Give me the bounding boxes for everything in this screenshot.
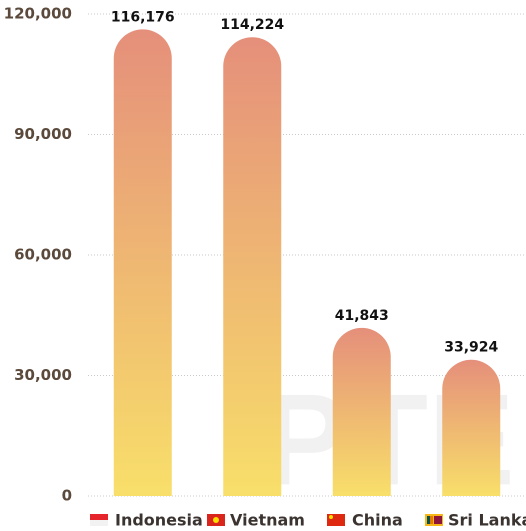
- flag-china: [327, 514, 345, 526]
- x-tick-label: Vietnam: [230, 511, 305, 530]
- y-tick-label: 0: [62, 487, 72, 505]
- x-tick-label: Indonesia: [115, 511, 203, 530]
- value-label: 33,924: [444, 340, 498, 356]
- bar: [223, 37, 282, 497]
- y-tick-label: 90,000: [14, 125, 72, 143]
- flag-indonesia: [90, 514, 108, 526]
- bar: [113, 29, 172, 496]
- flag-vietnam: [207, 514, 225, 526]
- y-tick-label: 60,000: [14, 246, 72, 264]
- value-label: 114,224: [220, 17, 284, 33]
- y-tick-label: 120,000: [4, 5, 72, 23]
- bar: [442, 359, 501, 496]
- x-tick-label: Sri Lanka: [448, 511, 526, 530]
- y-tick-label: 30,000: [14, 366, 72, 384]
- value-label: 116,176: [111, 9, 175, 25]
- bar: [332, 327, 391, 496]
- x-tick-label: China: [352, 511, 403, 530]
- value-label: 41,843: [335, 308, 389, 324]
- flag-sri-lanka: [425, 514, 443, 526]
